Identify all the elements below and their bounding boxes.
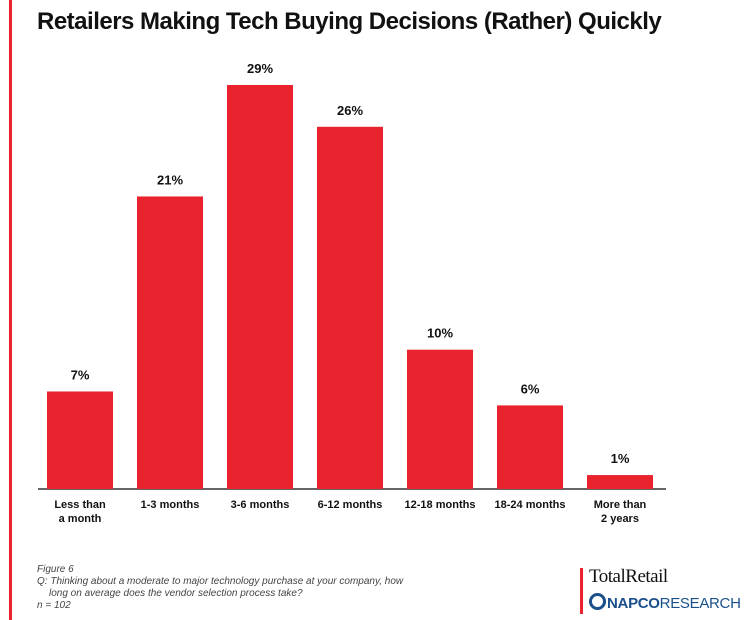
- bar: [407, 349, 473, 489]
- sample-size: n = 102: [37, 600, 71, 611]
- category-label: 1-3 months: [141, 499, 200, 511]
- napco-research-logo: NAPCORESEARCH: [589, 593, 741, 612]
- bar: [137, 196, 203, 489]
- data-label: 7%: [71, 367, 90, 382]
- bar: [497, 405, 563, 489]
- napco-ring-icon: [589, 593, 606, 610]
- bar: [317, 126, 383, 490]
- totalretail-logo: TotalRetail: [589, 566, 668, 587]
- category-label: 18-24 months: [495, 499, 566, 511]
- figure-number: Figure 6: [37, 564, 74, 575]
- data-label: 21%: [157, 172, 183, 187]
- category-label: a month: [59, 513, 102, 525]
- bar: [47, 391, 113, 489]
- bar-chart: 7% Less than a month 21% 1-3 months 29% 3-6 mo…: [38, 61, 666, 525]
- chart-title: Retailers Making Tech Buying Decisions (…: [37, 8, 662, 35]
- data-label: 26%: [337, 103, 363, 118]
- bar: [227, 85, 293, 489]
- data-label: 1%: [611, 451, 630, 466]
- category-label: More than: [594, 499, 647, 511]
- category-label: 12-18 months: [405, 499, 476, 511]
- research-logo-text: RESEARCH: [659, 595, 741, 612]
- totalretail-logo-bar: [580, 568, 583, 614]
- category-label: 6-12 months: [318, 499, 383, 511]
- category-label: 3-6 months: [231, 499, 290, 511]
- category-label: Less than: [54, 499, 106, 511]
- data-label: 10%: [427, 326, 453, 341]
- survey-question-line-2: long on average does the vendor selectio…: [49, 588, 303, 599]
- left-accent-rule: [9, 0, 12, 620]
- footnote: Figure 6 Q: Thinking about a moderate to…: [37, 564, 507, 612]
- data-label: 6%: [521, 381, 540, 396]
- data-label: 29%: [247, 61, 273, 76]
- napco-logo-text: NAPCO: [607, 595, 660, 612]
- survey-question-line-1: Q: Thinking about a moderate to major te…: [37, 576, 404, 587]
- category-label: 2 years: [601, 513, 639, 525]
- bar: [587, 475, 653, 489]
